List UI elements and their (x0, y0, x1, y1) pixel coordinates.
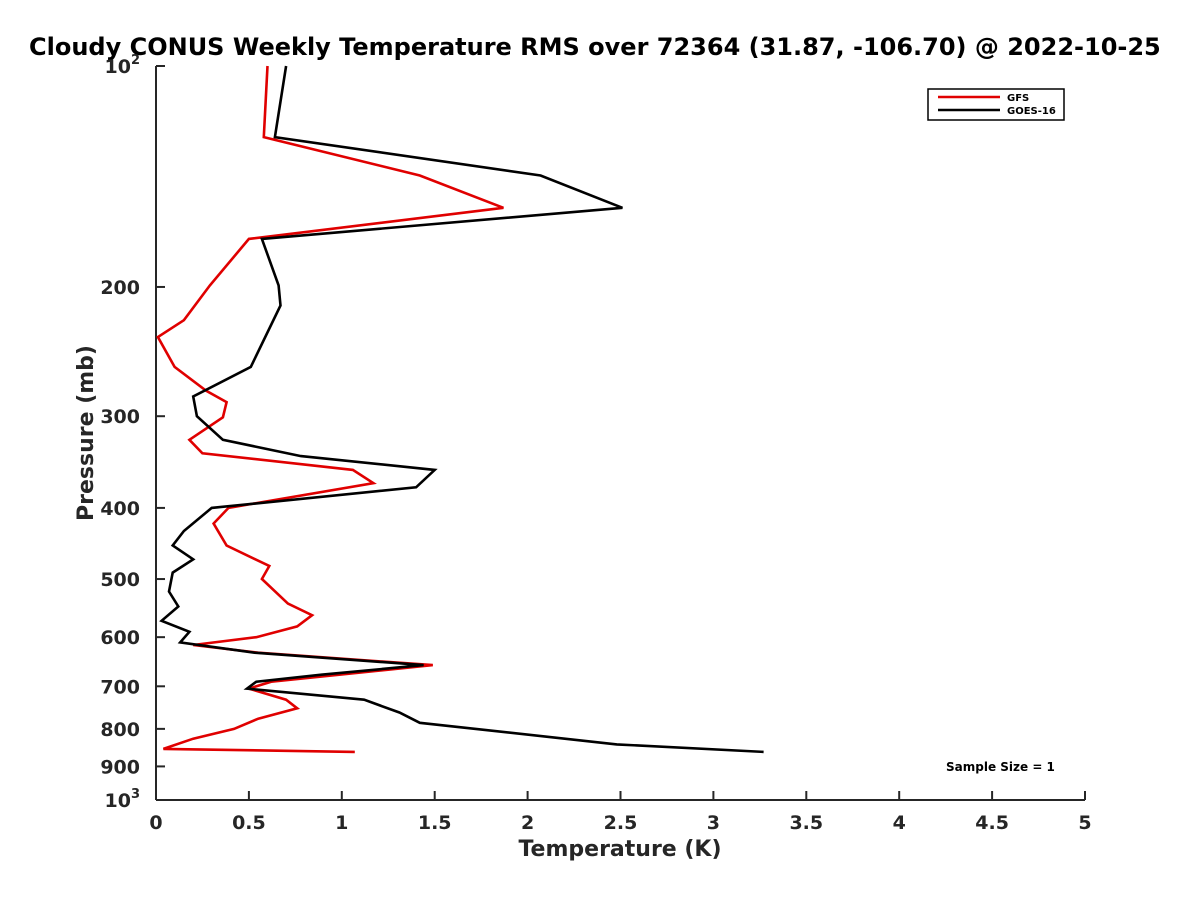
x-tick-label: 0.5 (232, 812, 266, 834)
y-tick-label: 600 (100, 627, 140, 649)
legend-label-goes16: GOES-16 (1007, 106, 1056, 117)
plot-area: 0 0.5 1 1.5 2 2.5 3 3.5 4 4.5 5 102 200 300 400 500 600… (100, 53, 1091, 834)
y-tick-label: 900 (100, 756, 140, 778)
series-line-goes16 (159, 65, 764, 754)
x-tick-label: 3 (707, 812, 720, 834)
x-tick-label: 0 (149, 812, 162, 834)
y-tick-label: 200 (100, 277, 140, 299)
x-tick-label: 1 (335, 812, 348, 834)
y-tick-label: 800 (100, 719, 140, 741)
x-tick-label: 2 (521, 812, 534, 834)
y-tick-label: 300 (100, 406, 140, 428)
series-lines (156, 65, 764, 754)
x-tick-label: 5 (1078, 812, 1091, 834)
legend-label-gfs: GFS (1007, 93, 1029, 104)
x-tick-label: 1.5 (418, 812, 452, 834)
y-ticks: 102 200 300 400 500 600 700 800 900 103 (100, 53, 165, 812)
legend: GFS GOES-16 (927, 88, 1065, 121)
y-tick-label: 103 (105, 787, 141, 812)
y-tick-label: 102 (105, 53, 141, 78)
x-tick-label: 3.5 (789, 812, 823, 834)
series-line-gfs (156, 65, 504, 754)
x-axis-label: Temperature (K) (518, 837, 721, 862)
y-tick-label: 500 (100, 569, 140, 591)
x-tick-label: 2.5 (604, 812, 638, 834)
x-tick-label: 4.5 (975, 812, 1009, 834)
sample-size-annotation: Sample Size = 1 (946, 760, 1055, 774)
x-ticks: 0 0.5 1 1.5 2 2.5 3 3.5 4 4.5 5 (149, 791, 1092, 834)
y-axis-label: Pressure (mb) (74, 345, 99, 521)
y-tick-label: 400 (100, 498, 140, 520)
legend-box (927, 88, 1065, 121)
chart-title: Cloudy CONUS Weekly Temperature RMS over… (29, 33, 1161, 61)
x-tick-label: 4 (893, 812, 906, 834)
y-tick-label: 700 (100, 676, 140, 698)
